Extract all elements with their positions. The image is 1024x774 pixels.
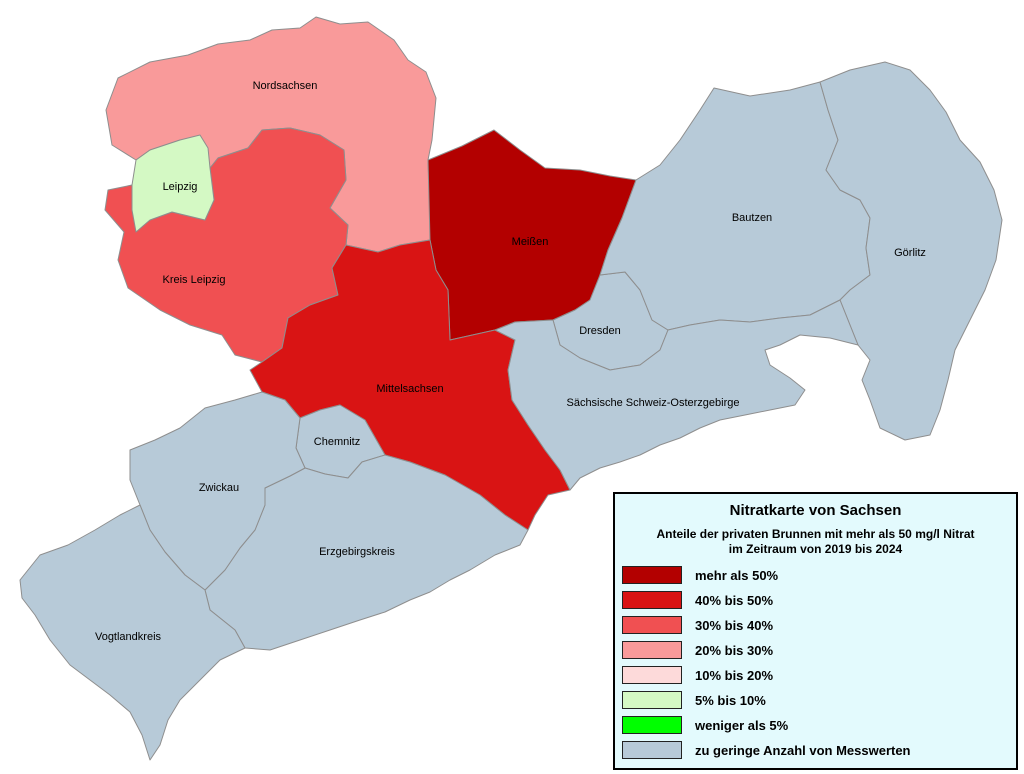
legend-item-label: 5% bis 10% [695, 693, 766, 708]
legend-swatch [622, 666, 682, 684]
label-nordsachsen: Nordsachsen [253, 80, 318, 92]
legend-item: 5% bis 10% [622, 691, 1012, 711]
legend-item: weniger als 5% [622, 716, 1012, 736]
legend-item: 40% bis 50% [622, 591, 1012, 611]
legend-item-label: 20% bis 30% [695, 643, 774, 658]
legend-item-label: mehr als 50% [695, 568, 779, 583]
label-bautzen: Bautzen [732, 212, 772, 224]
region-saechsische-schweiz-osterzgebirge[interactable] [494, 299, 859, 491]
legend-item-label: 40% bis 50% [695, 593, 774, 608]
label-dresden: Dresden [579, 325, 621, 337]
legend: Nitratkarte von Sachsen Anteile der priv… [613, 492, 1018, 770]
legend-subtitle-line1: Anteile der privaten Brunnen mit mehr al… [656, 527, 975, 541]
legend-item-label: 30% bis 40% [695, 618, 774, 633]
region-vogtlandkreis[interactable] [19, 504, 246, 761]
label-goerlitz: Görlitz [894, 247, 926, 259]
legend-swatch [622, 741, 682, 759]
label-saechsische-schweiz-osterzgebirge: Sächsische Schweiz-Osterzgebirge [566, 397, 739, 409]
legend-item: mehr als 50% [622, 566, 1012, 586]
legend-item-label: zu geringe Anzahl von Messwerten [695, 743, 911, 758]
legend-swatch [622, 591, 682, 609]
legend-subtitle-line2: im Zeitraum von 2019 bis 2024 [728, 542, 903, 556]
legend-item-label: weniger als 5% [695, 718, 789, 733]
label-leipzig: Leipzig [163, 181, 198, 193]
label-meissen: Meißen [512, 236, 549, 248]
legend-item: 10% bis 20% [622, 666, 1012, 686]
region-leipzig[interactable] [131, 134, 215, 233]
legend-item: 30% bis 40% [622, 616, 1012, 636]
label-zwickau: Zwickau [199, 482, 239, 494]
legend-title: Nitratkarte von Sachsen [729, 502, 902, 519]
label-vogtlandkreis: Vogtlandkreis [95, 631, 162, 643]
legend-swatch [622, 616, 682, 634]
legend-item-label: 10% bis 20% [695, 668, 774, 683]
legend-swatch [622, 716, 682, 734]
legend-swatch [622, 691, 682, 709]
label-kreis-leipzig: Kreis Leipzig [163, 274, 226, 286]
label-erzgebirgskreis: Erzgebirgskreis [319, 546, 395, 558]
legend-swatch [622, 566, 682, 584]
legend-swatch [622, 641, 682, 659]
legend-item: zu geringe Anzahl von Messwerten [622, 741, 1012, 761]
label-chemnitz: Chemnitz [314, 436, 360, 448]
region-goerlitz[interactable] [819, 61, 1003, 441]
legend-item: 20% bis 30% [622, 641, 1012, 661]
label-mittelsachsen: Mittelsachsen [376, 383, 443, 395]
